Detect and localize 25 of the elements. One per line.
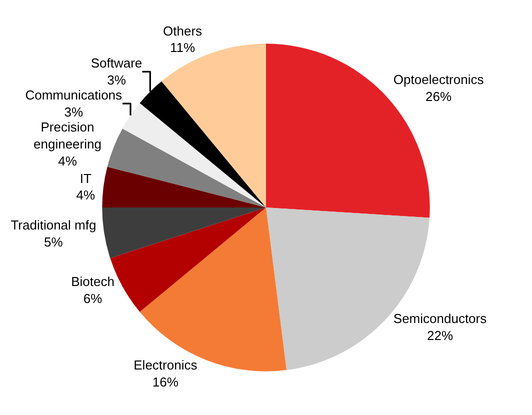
slice-label: Others: [163, 23, 203, 38]
pie-slice: [122, 103, 266, 208]
data-label: 16%: [152, 374, 179, 390]
data-label: 11%: [170, 40, 196, 56]
slice-label: Precision engineering: [34, 119, 102, 152]
slice-label: Biotech: [71, 274, 114, 290]
data-label: 4%: [58, 153, 78, 168]
pie-slice: [162, 44, 266, 208]
slice-label: Electronics: [134, 358, 198, 373]
slice-label: Traditional mfg: [10, 218, 96, 233]
pie-slice: [107, 128, 266, 208]
slice-label: Software: [90, 56, 142, 71]
data-label: 5%: [44, 234, 64, 250]
pie-slice: [102, 208, 266, 258]
slice-label: Semiconductors: [393, 311, 488, 326]
data-label: 22%: [427, 328, 454, 344]
slice-label: Communications: [25, 88, 123, 103]
data-label: 3%: [107, 72, 126, 88]
slice-label: Optoelectronics: [393, 72, 484, 87]
pie-slice: [102, 166, 266, 208]
data-label: 26%: [426, 88, 452, 104]
data-label: 6%: [83, 291, 103, 306]
data-label: 3%: [64, 104, 84, 120]
slice-label: IT: [80, 170, 92, 186]
data-label: 4%: [76, 188, 96, 203]
